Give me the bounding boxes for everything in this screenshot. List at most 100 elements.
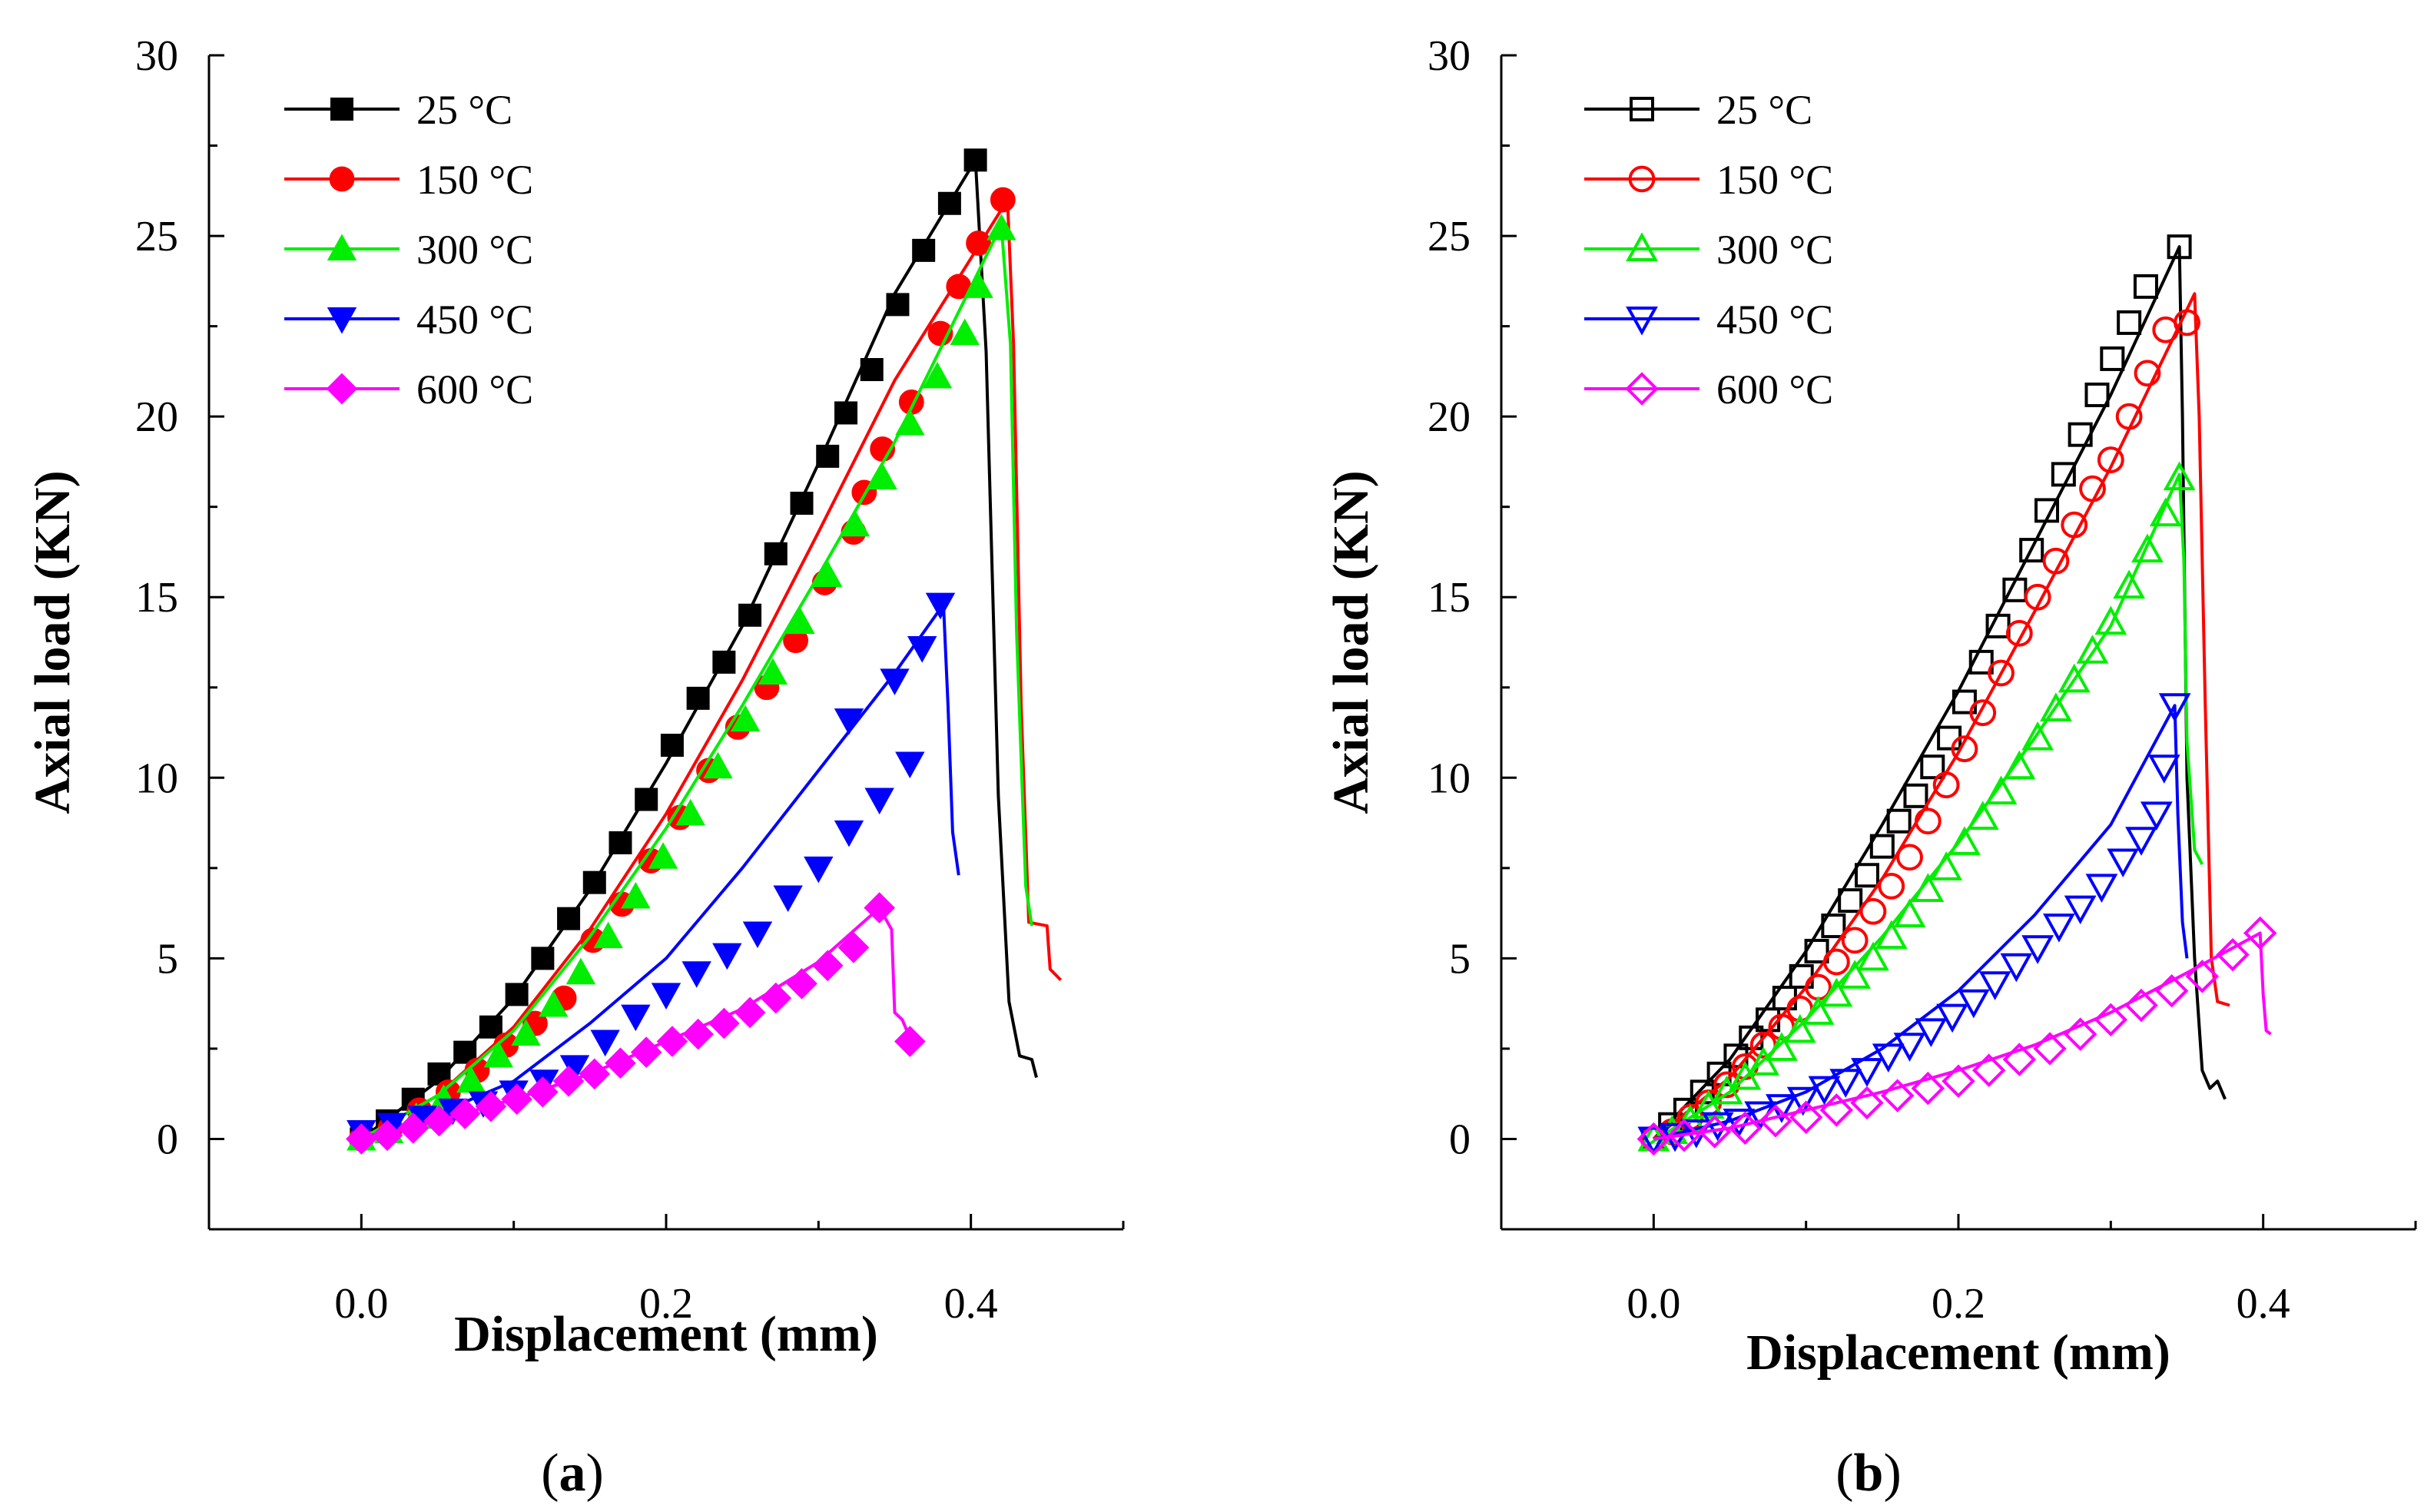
data-point [1855,863,1879,888]
data-point [1911,1071,1945,1106]
data-point [2134,360,2161,387]
data-point [712,650,736,674]
data-point [682,1018,714,1050]
data-point [1766,1032,1798,1061]
data-point [2115,403,2143,430]
data-point [2021,935,2054,964]
data-point [1667,1119,1701,1152]
legend-marker [327,307,357,334]
legend-label: 150 °C [416,157,533,203]
data-point [1822,948,1850,976]
data-point [2024,583,2051,611]
data-point [2034,498,2060,523]
chart-panel-b: 0 5 10 15 20 25 30 0.0 0.2 0.4 Displacement (mm) Ax… [1323,32,2417,1503]
y-tick-label: 0 [1449,1116,1471,1163]
data-point [2133,274,2158,299]
y-tick-label: 15 [1428,574,1471,622]
data-point [475,1090,507,1122]
data-point [1859,897,1887,925]
data-point [1968,649,1994,675]
data-point [675,798,705,826]
data-point [501,1083,532,1116]
data-point [1932,771,1960,799]
data-point [505,983,529,1006]
data-point [1942,1064,1975,1098]
data-point [811,950,844,982]
data-point [1802,996,1835,1025]
data-point [1951,735,1978,763]
caption-paren-open: ( [1835,1444,1853,1503]
data-point [1804,938,1829,963]
data-point [2097,446,2124,473]
data-point [1875,920,1908,950]
data-point [656,1026,688,1057]
y-tick-label: 5 [1449,935,1471,983]
data-point [2174,309,2200,337]
data-point [2000,953,2033,983]
data-point [539,990,569,1017]
legend-label: 450 °C [1716,297,1833,343]
x-axis-title: Displacement (mm) [454,1306,878,1362]
data-point [1728,1111,1762,1146]
y-tick-label: 20 [1428,393,1471,441]
data-point [449,1098,481,1129]
data-point [734,996,766,1029]
data-point [834,401,858,425]
data-point [1692,1089,1725,1119]
data-point [621,881,651,909]
y-tick-label: 10 [135,754,178,802]
data-point [1915,1018,1948,1048]
y-tick-label: 30 [135,32,178,80]
x-tick-label: 0.0 [1627,1280,1680,1328]
data-point [2002,577,2028,602]
data-point [2021,721,2054,751]
data-point [1948,826,1981,855]
data-point [681,961,711,988]
data-point [963,148,987,172]
data-point [2185,960,2220,993]
data-point [1841,927,1869,954]
data-point [1839,960,1872,989]
caption-paren-close: ) [586,1444,604,1503]
data-point [1747,1046,1780,1076]
data-point [816,444,840,468]
legend-label: 300 °C [416,227,533,273]
data-point [423,1105,455,1137]
data-point [2061,511,2088,539]
data-point [2019,538,2044,563]
data-point [708,1007,740,1040]
data-point [483,1040,514,1068]
data-point [1820,977,1853,1007]
data-point [2063,1017,2097,1051]
data-point [453,1040,477,1064]
data-point [712,943,742,970]
data-point [2003,750,2036,780]
data-point [1893,898,1926,927]
data-point [786,967,817,1000]
data-point [630,1036,662,1068]
legend-marker [1625,372,1659,406]
series-25c [1641,234,2227,1152]
data-point [738,603,762,627]
legend-item: 450 °C [1584,297,1833,343]
data-point [760,982,792,1014]
data-point [1988,659,2015,687]
data-point [346,1123,377,1155]
data-point [2064,895,2097,925]
data-point [1936,1003,1968,1033]
y-tick-label: 10 [1428,754,1471,802]
legend-label: 150 °C [1716,157,1833,203]
data-point [2100,346,2125,371]
data-point [2079,475,2106,502]
data-point [593,921,623,949]
data-point [1978,971,2011,1000]
legend-marker [327,234,357,260]
data-point [895,751,925,779]
legend-item: 150 °C [284,157,533,203]
y-axis-title: Axial load (KN) [1323,470,1379,814]
data-point [703,751,733,779]
data-point [1893,1033,1926,1062]
data-point [1896,844,1923,871]
data-point [2051,462,2076,487]
data-point [1636,1122,1671,1156]
